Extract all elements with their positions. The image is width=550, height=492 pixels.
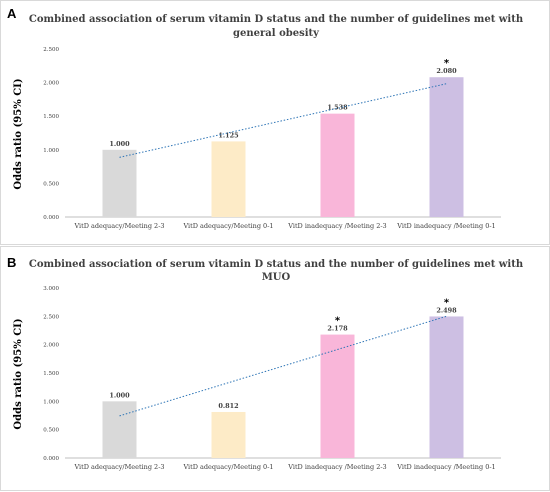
chart-b-bar (320, 334, 355, 458)
chart-b-category-label: VitD adequacy/Meeting 0-1 (182, 463, 273, 471)
chart-b-significance-star: * (335, 316, 341, 327)
chart-b-significance-star: * (444, 297, 450, 308)
chart-b-data-label: 2.178 (327, 325, 348, 333)
chart-b-plot: 0.000 0.500 1.000 1.500 2.000 2.500 3.000 1.000… (43, 286, 501, 471)
chart-b-ytick-label: 1.500 (43, 371, 59, 377)
chart-a-category-label: VitD adequacy/Meeting 2-3 (73, 222, 164, 230)
chart-b-svg: B Combined association of serum vitamin … (7, 255, 524, 471)
chart-a-svg: A Combined association of serum vitamin … (7, 6, 524, 230)
chart-a-bar (211, 141, 246, 217)
chart-a-trendline (119, 83, 447, 158)
chart-a-ytick-label: 1.500 (43, 114, 59, 120)
chart-b-title-line-2: MUO (262, 272, 291, 283)
chart-a-plot: 0.000 0.500 1.000 1.500 2.000 2.500 1.000 VitD … (43, 47, 501, 230)
chart-a-category-label: VitD adequacy/Meeting 0-1 (182, 222, 273, 230)
chart-b-category-label: VitD inadequacy /Meeting 2-3 (287, 463, 386, 471)
chart-a-title-line-2: general obesity (233, 28, 320, 39)
chart-b-ytick-label: 2.000 (43, 343, 59, 349)
chart-a-ytick-label: 0.500 (43, 181, 59, 187)
chart-a-bar (102, 149, 137, 217)
chart-a-category-label: VitD inadequacy /Meeting 2-3 (287, 222, 386, 230)
chart-b-trendline (119, 315, 447, 417)
chart-panel-b: B Combined association of serum vitamin … (0, 246, 550, 491)
chart-b-title-line-1: Combined association of serum vitamin D … (29, 259, 524, 270)
chart-b-ylabel: Odds ratio (95% CI) (13, 318, 24, 429)
chart-b-category-label: VitD inadequacy /Meeting 0-1 (396, 463, 495, 471)
chart-b-bar (102, 401, 137, 458)
chart-a-ytick-label: 2.500 (43, 47, 59, 53)
chart-b-ytick-label: 1.000 (43, 399, 59, 405)
chart-b-data-label: 1.000 (109, 391, 130, 399)
chart-a-ytick-label: 0.000 (43, 215, 59, 221)
chart-a-bar (320, 113, 355, 217)
chart-b-ytick-label: 0.500 (43, 428, 59, 434)
chart-a-ytick-label: 1.000 (43, 148, 59, 154)
chart-a-data-label: 2.080 (436, 67, 457, 75)
chart-a-data-label: 1.000 (109, 140, 130, 148)
chart-a-ylabel: Odds ratio (95% CI) (13, 78, 24, 189)
chart-b-ytick-label: 3.000 (43, 286, 59, 292)
chart-b-data-label: 0.812 (218, 402, 238, 410)
chart-a-ytick-label: 2.000 (43, 81, 59, 87)
chart-a-significance-star: * (444, 58, 450, 69)
panel-label-a: A (7, 6, 17, 21)
chart-a-data-label: 1.538 (327, 104, 348, 112)
chart-a-category-label: VitD inadequacy /Meeting 0-1 (396, 222, 495, 230)
chart-b-category-label: VitD adequacy/Meeting 2-3 (73, 463, 164, 471)
chart-a-bar (429, 77, 464, 217)
chart-b-data-label: 2.498 (436, 306, 457, 314)
chart-b-bar (211, 411, 246, 458)
chart-b-ytick-label: 0.000 (43, 456, 59, 462)
chart-a-data-label: 1.125 (218, 131, 239, 139)
chart-panel-a: A Combined association of serum vitamin … (0, 0, 550, 245)
panel-label-b: B (7, 255, 16, 270)
chart-a-title-line-1: Combined association of serum vitamin D … (29, 14, 524, 25)
chart-b-bar (429, 316, 464, 458)
chart-b-ytick-label: 2.500 (43, 314, 59, 320)
